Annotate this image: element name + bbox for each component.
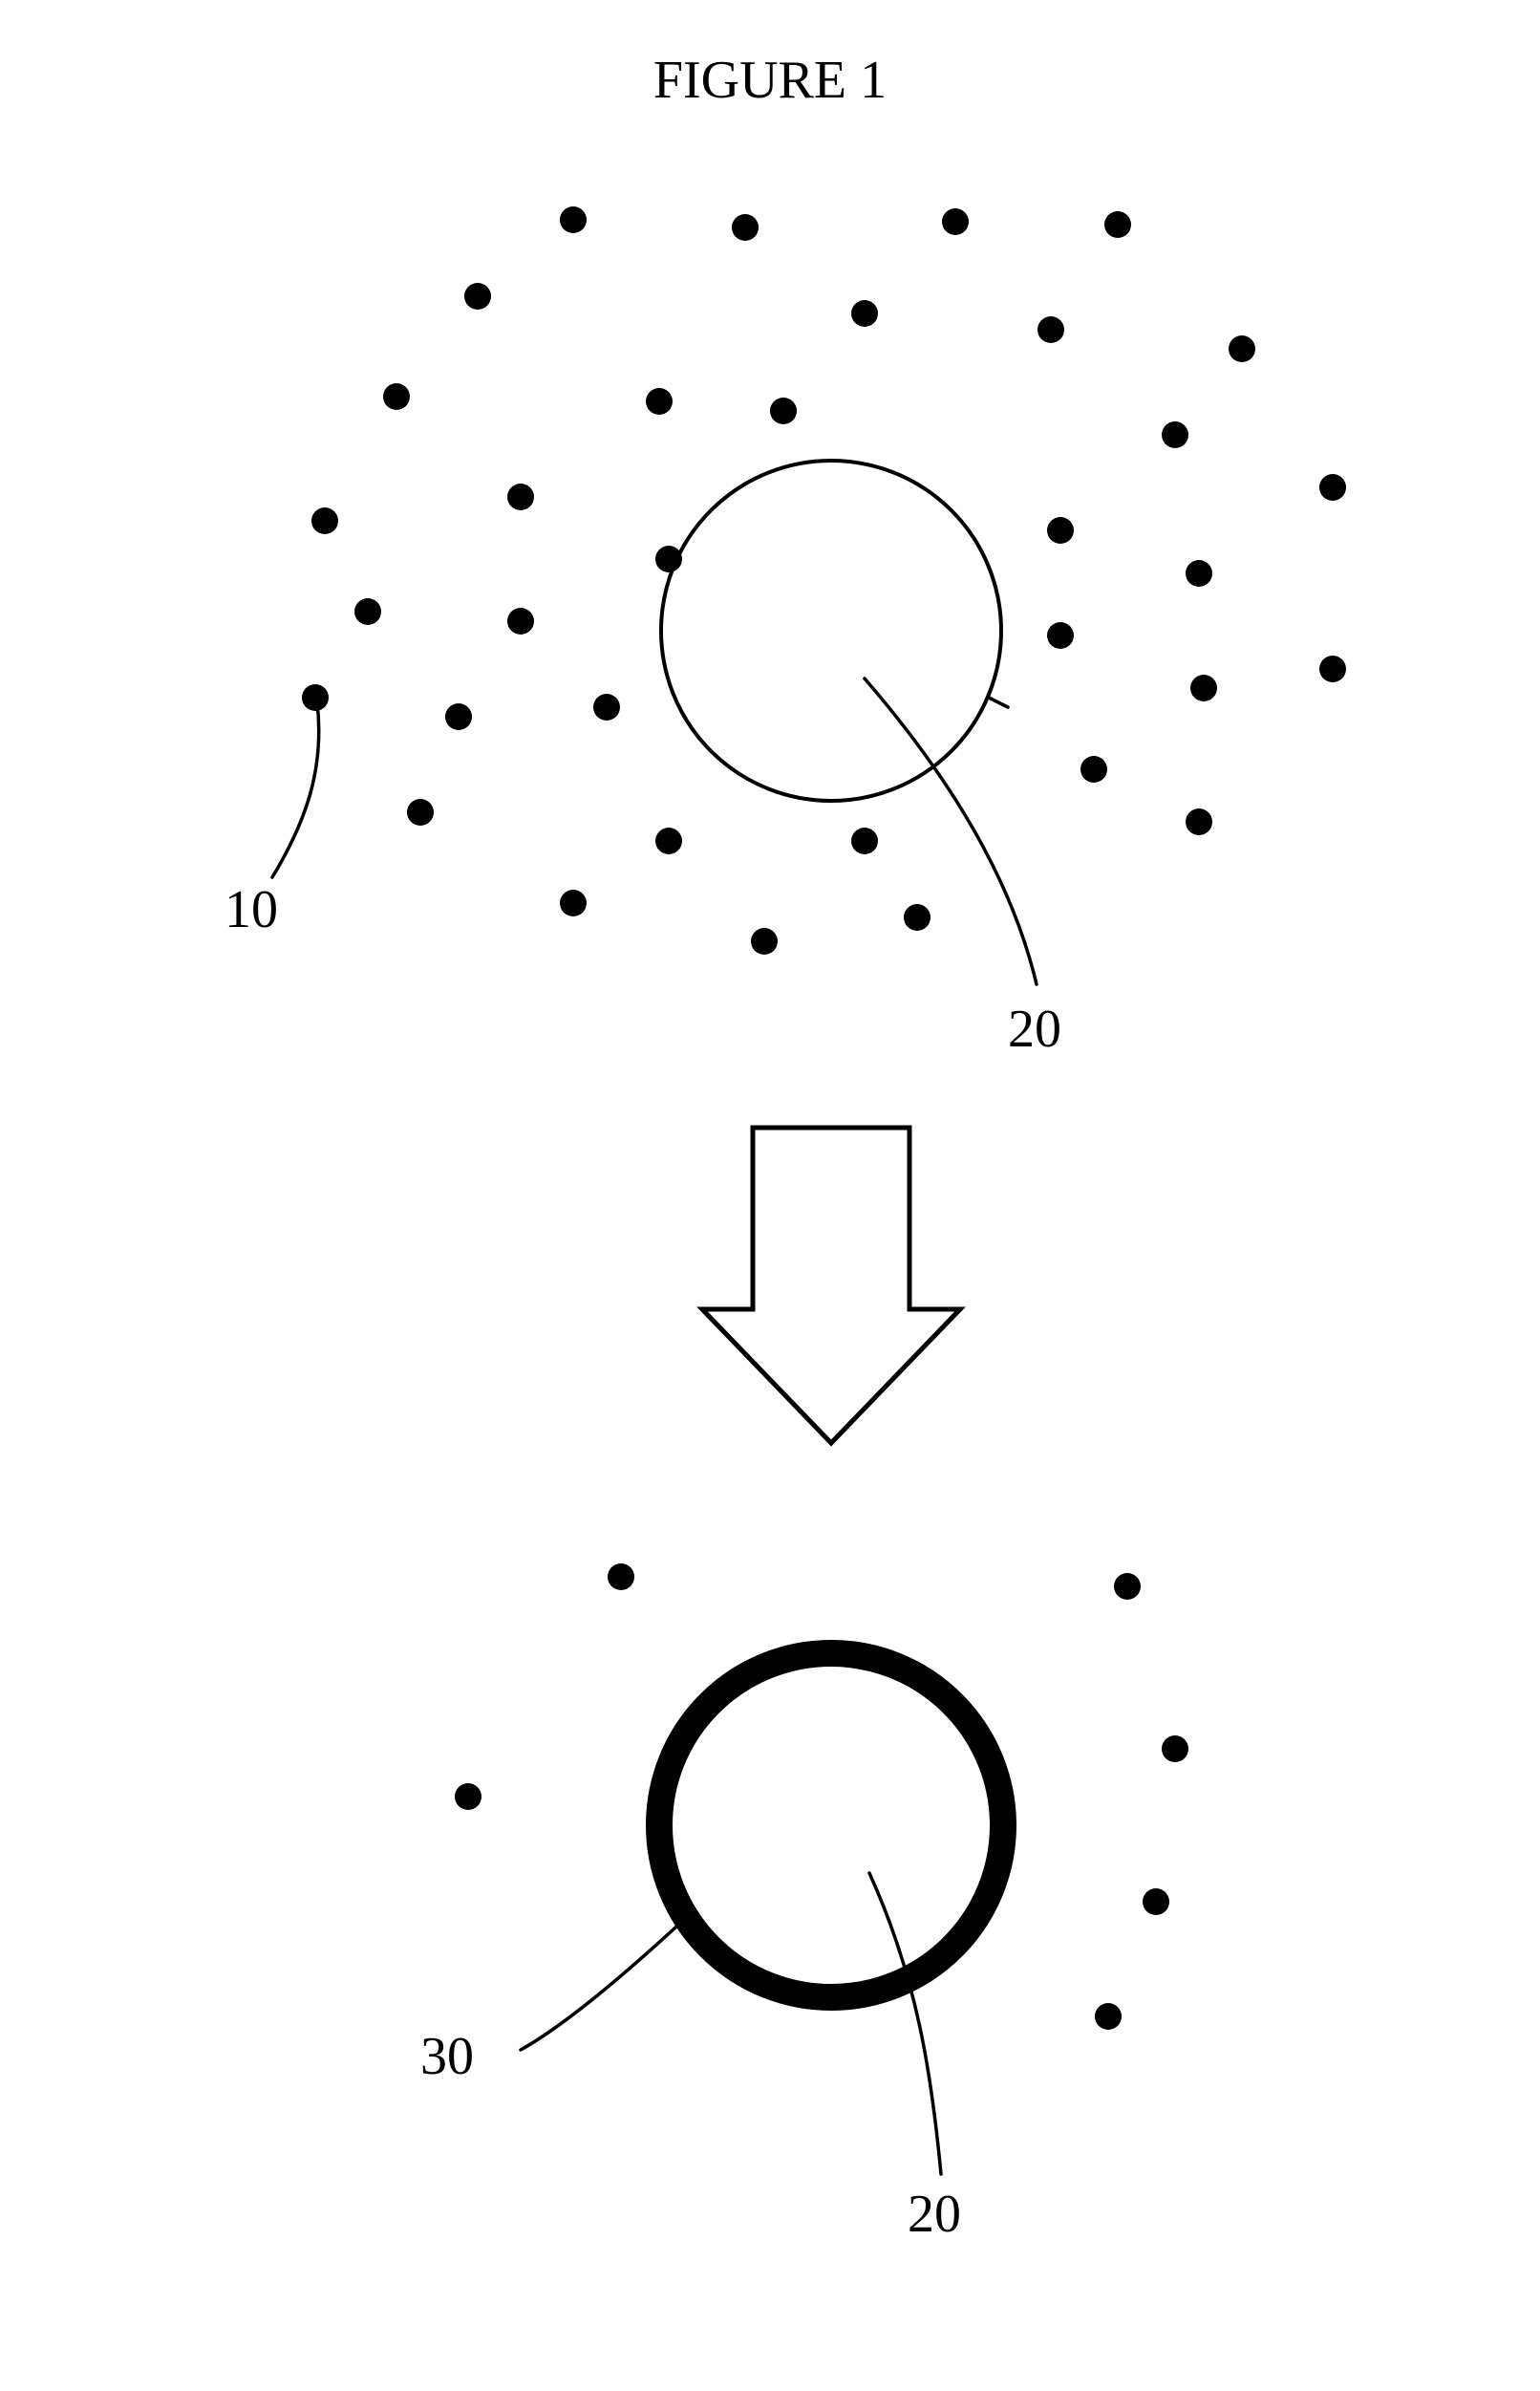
- dot: [942, 208, 969, 235]
- dot: [770, 398, 797, 424]
- figure-canvas: FIGURE 1 10 20 30 20: [0, 0, 1540, 2391]
- dot: [1037, 316, 1064, 343]
- dot: [311, 507, 338, 534]
- dot: [560, 206, 587, 233]
- process-arrow: [702, 1128, 960, 1443]
- dot: [445, 703, 472, 730]
- dot: [302, 684, 329, 711]
- dot: [1162, 1735, 1188, 1762]
- dot: [507, 608, 534, 635]
- dot: [751, 928, 778, 955]
- dot: [732, 214, 759, 241]
- dot: [354, 598, 381, 625]
- dot: [646, 388, 673, 415]
- dot: [464, 283, 491, 310]
- figure-svg: [0, 0, 1540, 2391]
- dot: [507, 484, 534, 510]
- dot: [1186, 560, 1212, 587]
- lead-line-10: [272, 702, 319, 877]
- dot: [593, 694, 620, 721]
- dot: [1186, 808, 1212, 835]
- dot: [407, 799, 434, 826]
- dot: [1047, 517, 1074, 544]
- dot: [851, 300, 878, 327]
- lead-line-30: [521, 1916, 688, 2050]
- dot: [1162, 421, 1188, 448]
- dot: [655, 828, 682, 854]
- ref-label-10: 10: [225, 879, 278, 940]
- lead-line-20-top: [865, 679, 1037, 984]
- dot: [455, 1783, 481, 1810]
- dot: [1143, 1888, 1169, 1915]
- dot: [1080, 756, 1107, 783]
- ref-label-20-top: 20: [1008, 999, 1061, 1060]
- dot: [1047, 622, 1074, 649]
- dot: [1229, 335, 1255, 362]
- sphere-before: [661, 461, 1001, 801]
- sphere-after-ring: [659, 1653, 1003, 1997]
- stray-mark: [989, 698, 1008, 707]
- dot: [1319, 474, 1346, 501]
- dot: [1104, 211, 1131, 238]
- top-dot-field: [302, 206, 1346, 955]
- dot: [383, 383, 410, 410]
- ref-label-30: 30: [420, 2026, 474, 2087]
- ref-label-20-bottom: 20: [908, 2184, 961, 2245]
- dot: [1190, 675, 1217, 701]
- dot: [1319, 656, 1346, 682]
- dot: [560, 890, 587, 916]
- dot: [608, 1563, 634, 1590]
- dot: [904, 904, 930, 931]
- dot: [1095, 2003, 1122, 2030]
- dot: [1114, 1573, 1141, 1600]
- dot: [851, 828, 878, 854]
